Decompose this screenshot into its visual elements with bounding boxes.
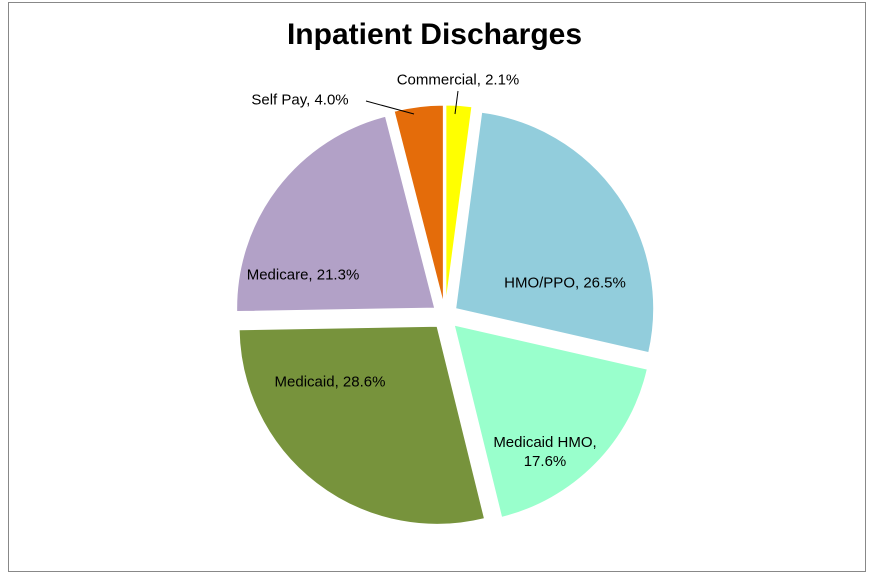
chart-title: Inpatient Discharges [286, 18, 583, 51]
data-label: Medicare, 21.3% [246, 266, 360, 284]
pie-slice [453, 324, 648, 518]
data-label: Self Pay, 4.0% [251, 91, 349, 109]
pie-slice [393, 104, 444, 304]
pie-slice [445, 104, 473, 304]
leader-line [365, 100, 415, 115]
data-label: Medicaid HMO, 17.6% [493, 434, 597, 470]
data-label: Medicaid, 28.6% [274, 373, 386, 391]
leader-line [454, 90, 459, 115]
data-label: Commercial, 2.1% [396, 71, 520, 89]
pie-slice [238, 325, 486, 525]
pie-slice [236, 115, 436, 313]
data-label: HMO/PPO, 26.5% [504, 274, 626, 292]
pie-slice [455, 111, 655, 354]
